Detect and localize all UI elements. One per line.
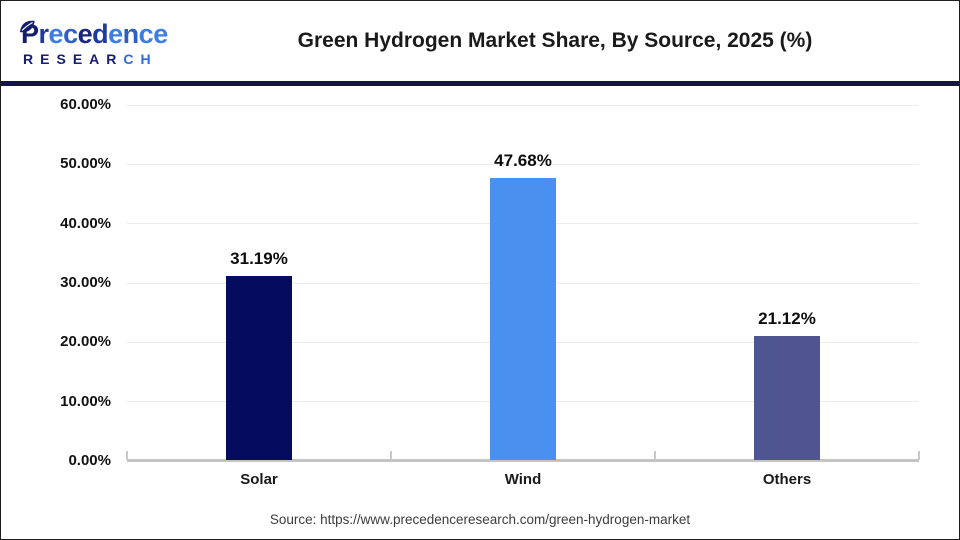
logo-letter: R <box>106 50 124 67</box>
bar-value-label: 31.19% <box>230 248 288 268</box>
y-axis-label: 30.00% <box>60 274 111 291</box>
logo-letter: C <box>123 50 141 67</box>
logo-letter: H <box>140 50 158 67</box>
y-axis-label: 40.00% <box>60 214 111 232</box>
logo-letter: R <box>23 50 41 67</box>
bar-solar <box>226 275 292 460</box>
logo-letter: e <box>153 18 168 49</box>
precedence-research-logo: Precedence RESEARCH <box>1 15 171 68</box>
bar-others <box>754 335 820 460</box>
logo-subtext: RESEARCH <box>21 50 171 68</box>
y-axis-label: 10.00% <box>60 392 111 410</box>
plot-area: Source: https://www.precedenceresearch.c… <box>1 86 959 539</box>
logo-brand-text: Precedence <box>19 19 171 49</box>
logo-letter: c <box>138 18 154 49</box>
gridline <box>127 163 919 165</box>
axis-tick <box>126 451 128 460</box>
y-axis-label: 50.00% <box>60 155 111 173</box>
source-caption: Source: https://www.precedenceresearch.c… <box>269 512 691 527</box>
bar-value-label: 21.12% <box>758 308 816 328</box>
header-divider <box>1 81 959 86</box>
y-axis-label: 60.00% <box>60 96 111 113</box>
y-axis-label: 0.00% <box>68 452 111 469</box>
logo-letter: E <box>40 50 57 67</box>
axis-tick <box>918 451 920 460</box>
logo-letter: E <box>72 50 90 67</box>
bar-wind <box>490 178 556 460</box>
logo-letter: c <box>63 18 78 49</box>
logo-letter: d <box>92 18 109 49</box>
logo-letter: S <box>56 50 73 67</box>
chart-title: Green Hydrogen Market Share, By Source, … <box>297 29 813 52</box>
logo-letter: n <box>122 18 140 49</box>
axis-tick <box>390 451 392 460</box>
gridline <box>127 104 919 106</box>
x-axis-line <box>127 459 919 462</box>
header: Precedence RESEARCH Green Hydrogen Marke… <box>1 1 959 81</box>
bar-value-label: 47.68% <box>494 151 552 171</box>
logo-letter: A <box>89 50 107 67</box>
leaf-icon <box>18 9 37 41</box>
x-axis-label: Wind <box>504 471 542 488</box>
y-axis-label: 20.00% <box>60 333 111 351</box>
x-axis-label: Solar <box>240 471 278 488</box>
axis-tick <box>654 451 656 460</box>
logo-brand-letters: Precedence <box>21 19 168 49</box>
logo-letter: r <box>38 18 50 49</box>
logo-letter: e <box>77 18 93 49</box>
logo-letter: e <box>48 18 64 49</box>
x-axis-label: Others <box>762 471 812 488</box>
logo-letter: e <box>108 18 123 49</box>
